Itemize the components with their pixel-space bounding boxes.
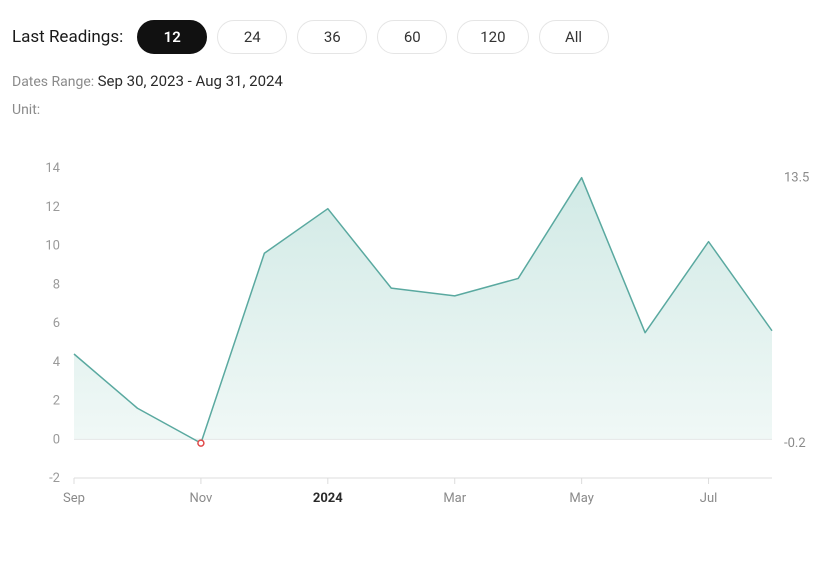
readings-label: Last Readings: xyxy=(12,27,123,47)
svg-text:Sep: Sep xyxy=(63,491,85,506)
svg-text:2: 2 xyxy=(53,394,60,409)
svg-text:12: 12 xyxy=(45,200,60,215)
low-marker xyxy=(198,440,204,446)
unit-label: Unit: xyxy=(12,102,40,118)
svg-text:-2: -2 xyxy=(49,471,60,486)
svg-text:4: 4 xyxy=(53,355,61,370)
svg-text:10: 10 xyxy=(45,239,60,254)
svg-text:8: 8 xyxy=(53,277,60,292)
dates-range: Dates Range: Sep 30, 2023 - Aug 31, 2024 xyxy=(12,72,814,90)
svg-text:May: May xyxy=(569,491,593,506)
readings-option-all[interactable]: All xyxy=(539,20,609,54)
readings-selector: Last Readings: 12 24 36 60 120 All xyxy=(12,20,814,54)
svg-text:14: 14 xyxy=(45,161,60,176)
unit-line: Unit: xyxy=(12,100,814,118)
readings-option-120[interactable]: 120 xyxy=(457,20,528,54)
readings-option-60[interactable]: 60 xyxy=(377,20,447,54)
svg-text:2024: 2024 xyxy=(313,491,343,506)
svg-text:6: 6 xyxy=(53,316,60,331)
annotation-high: 13.5 xyxy=(784,171,809,186)
svg-text:Nov: Nov xyxy=(189,491,213,506)
dates-range-label: Dates Range: xyxy=(12,74,94,90)
annotation-low: -0.2 xyxy=(784,436,806,451)
readings-option-24[interactable]: 24 xyxy=(217,20,287,54)
svg-text:Jul: Jul xyxy=(700,491,718,506)
area-fill xyxy=(74,178,772,443)
readings-option-12[interactable]: 12 xyxy=(137,20,207,54)
svg-text:0: 0 xyxy=(53,432,60,447)
dates-range-value: Sep 30, 2023 - Aug 31, 2024 xyxy=(98,72,283,90)
area-chart: -2 0 2 4 6 8 10 12 14 Sep Nov 2024 Mar May Jul 13.5 -0.2 xyxy=(12,128,814,548)
readings-option-36[interactable]: 36 xyxy=(297,20,367,54)
svg-text:Mar: Mar xyxy=(443,491,466,506)
